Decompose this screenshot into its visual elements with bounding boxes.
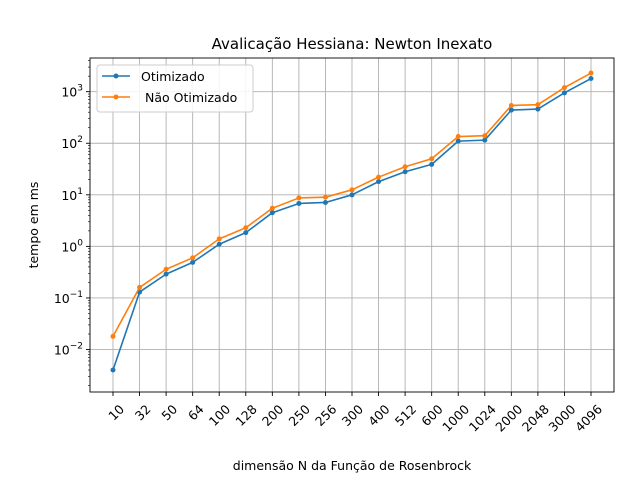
y-tick-label: 10−2 [54, 342, 83, 358]
y-tick-label: 101 [61, 187, 83, 203]
data-point [322, 199, 328, 205]
x-tick-label: 1024 [466, 401, 499, 434]
chart-title: Avalicação Hessiana: Newton Inexato [212, 35, 493, 53]
data-point [455, 138, 461, 144]
x-tick-label: 100 [206, 401, 234, 429]
legend-entry: Otimizado [141, 69, 205, 84]
data-point [376, 174, 382, 180]
data-point [402, 169, 408, 175]
x-tick-label: 400 [365, 401, 393, 429]
data-point [482, 133, 488, 139]
data-point [110, 333, 116, 339]
x-tick-label: 2048 [519, 401, 552, 434]
data-point [508, 107, 514, 113]
data-point [535, 102, 541, 108]
legend-entry: Não Otimizado [141, 90, 237, 105]
data-point [402, 164, 408, 170]
legend-swatch-marker [113, 94, 119, 100]
data-point [349, 187, 355, 193]
data-point [429, 156, 435, 162]
y-tick-label: 10−1 [54, 290, 83, 306]
legend: Otimizado Não Otimizado [96, 64, 254, 113]
data-point [137, 284, 143, 290]
x-tick-label: 4096 [572, 401, 605, 434]
x-tick-label: 512 [392, 401, 419, 428]
x-axis: 10 32 50 64 100 128 200 250 256 300 400 512 60010001… [105, 392, 605, 435]
data-point [376, 179, 382, 185]
data-point [269, 210, 275, 216]
data-point [588, 76, 594, 82]
x-tick-label: 3000 [545, 401, 578, 434]
x-tick-label: 10 [105, 401, 127, 423]
data-point [110, 367, 116, 373]
x-tick-label: 200 [259, 401, 287, 429]
y-tick-label: 102 [61, 135, 83, 151]
data-point [296, 195, 302, 201]
data-point [163, 266, 169, 272]
data-point [508, 102, 514, 108]
data-point [588, 70, 594, 76]
x-tick-label: 1000 [439, 401, 472, 434]
x-tick-label: 256 [312, 401, 340, 429]
data-point [190, 255, 196, 261]
data-point [243, 230, 249, 236]
x-tick-label: 32 [132, 401, 154, 423]
x-tick-label: 50 [158, 401, 180, 423]
y-tick-label: 103 [61, 84, 83, 100]
legend-swatch-marker [113, 73, 119, 79]
x-tick-label: 2000 [492, 401, 525, 434]
legend-box [96, 64, 254, 113]
y-axis-label: tempo em ms [26, 182, 41, 269]
data-point [561, 85, 567, 91]
y-tick-label: 100 [61, 238, 83, 254]
x-tick-label: 64 [185, 401, 207, 423]
data-point [163, 271, 169, 277]
data-point [429, 161, 435, 167]
x-axis-label: dimensão N da Função de Rosenbrock [233, 458, 472, 473]
data-point [296, 200, 302, 206]
data-point [535, 106, 541, 112]
data-point [216, 236, 222, 242]
data-point [269, 205, 275, 211]
data-point [561, 90, 567, 96]
data-point [455, 134, 461, 140]
series-layer [110, 70, 594, 373]
x-tick-label: 300 [339, 401, 367, 429]
data-point [349, 192, 355, 198]
data-point [216, 241, 222, 247]
y-axis: 10−2 10−1 100 101 102 103 [54, 60, 90, 386]
x-tick-label: 250 [285, 401, 313, 429]
data-point [322, 194, 328, 200]
data-point [482, 137, 488, 143]
grid [90, 58, 614, 392]
x-tick-label: 128 [232, 401, 260, 429]
data-point [243, 225, 249, 231]
data-point [190, 259, 196, 265]
